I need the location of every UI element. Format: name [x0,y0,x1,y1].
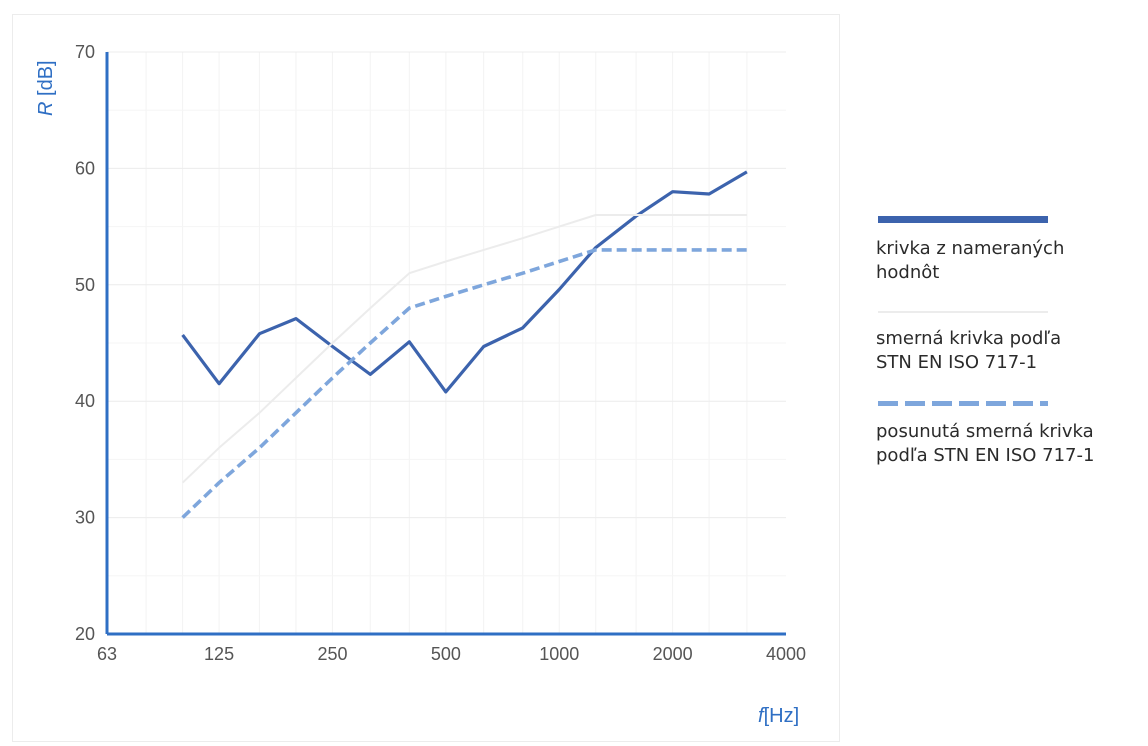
grid [107,51,786,634]
tick-labels: 63 125 250 500 1000 2000 4000 20 30 40 50 60 70 [75,42,806,664]
x-tick-label: 4000 [766,644,806,664]
x-tick-label: 1000 [539,644,579,664]
legend-text: podľa STN EN ISO 717-1 [876,445,1095,466]
legend-text: STN EN ISO 717-1 [876,352,1038,373]
legend-text: hodnôt [876,262,940,283]
plot-panel [12,14,840,742]
series-group [181,170,748,519]
legend-text: smerná krivka podľa [876,328,1062,349]
axis-labels: R [dB] f[Hz] [35,60,799,727]
legend-item-reference: smerná krivka podľa STN EN ISO 717-1 [876,311,1148,375]
x-tick-label: 125 [204,644,234,664]
legend-swatch-measured [878,216,1048,223]
legend-text: krivka z nameraných [876,238,1065,259]
legend-swatch-shifted [878,401,1048,406]
legend-label-measured: krivka z nameraných hodnôt [876,237,1148,285]
y-axis-label: R [dB] [35,60,57,116]
legend-swatch-reference [878,311,1048,313]
legend-label-reference: smerná krivka podľa STN EN ISO 717-1 [876,327,1148,375]
x-axis-symbol: f [758,705,766,727]
y-tick-label: 70 [75,42,95,62]
y-tick-label: 20 [75,624,95,644]
x-axis-label: f[Hz] [758,705,799,727]
x-tick-label: 250 [317,644,347,664]
legend-label-shifted: posunutá smerná krivka podľa STN EN ISO … [876,420,1148,468]
axes [105,52,786,636]
series-line-reference [181,214,747,484]
y-tick-label: 40 [75,391,95,411]
y-tick-label: 60 [75,158,95,178]
legend-item-measured: krivka z nameraných hodnôt [876,216,1148,285]
series-line-measured [181,170,748,394]
y-tick-label: 50 [75,275,95,295]
x-tick-label: 63 [97,644,117,664]
series-line-shifted [181,248,747,519]
x-tick-label: 2000 [653,644,693,664]
legend-item-shifted: posunutá smerná krivka podľa STN EN ISO … [876,401,1148,468]
legend: krivka z nameraných hodnôt smerná krivka… [876,216,1148,494]
y-tick-label: 30 [75,508,95,528]
legend-text: posunutá smerná krivka [876,421,1094,442]
x-tick-label: 500 [431,644,461,664]
y-axis-unit: [dB] [35,60,57,101]
x-axis-unit: [Hz] [764,705,800,727]
y-axis-symbol: R [35,102,57,116]
